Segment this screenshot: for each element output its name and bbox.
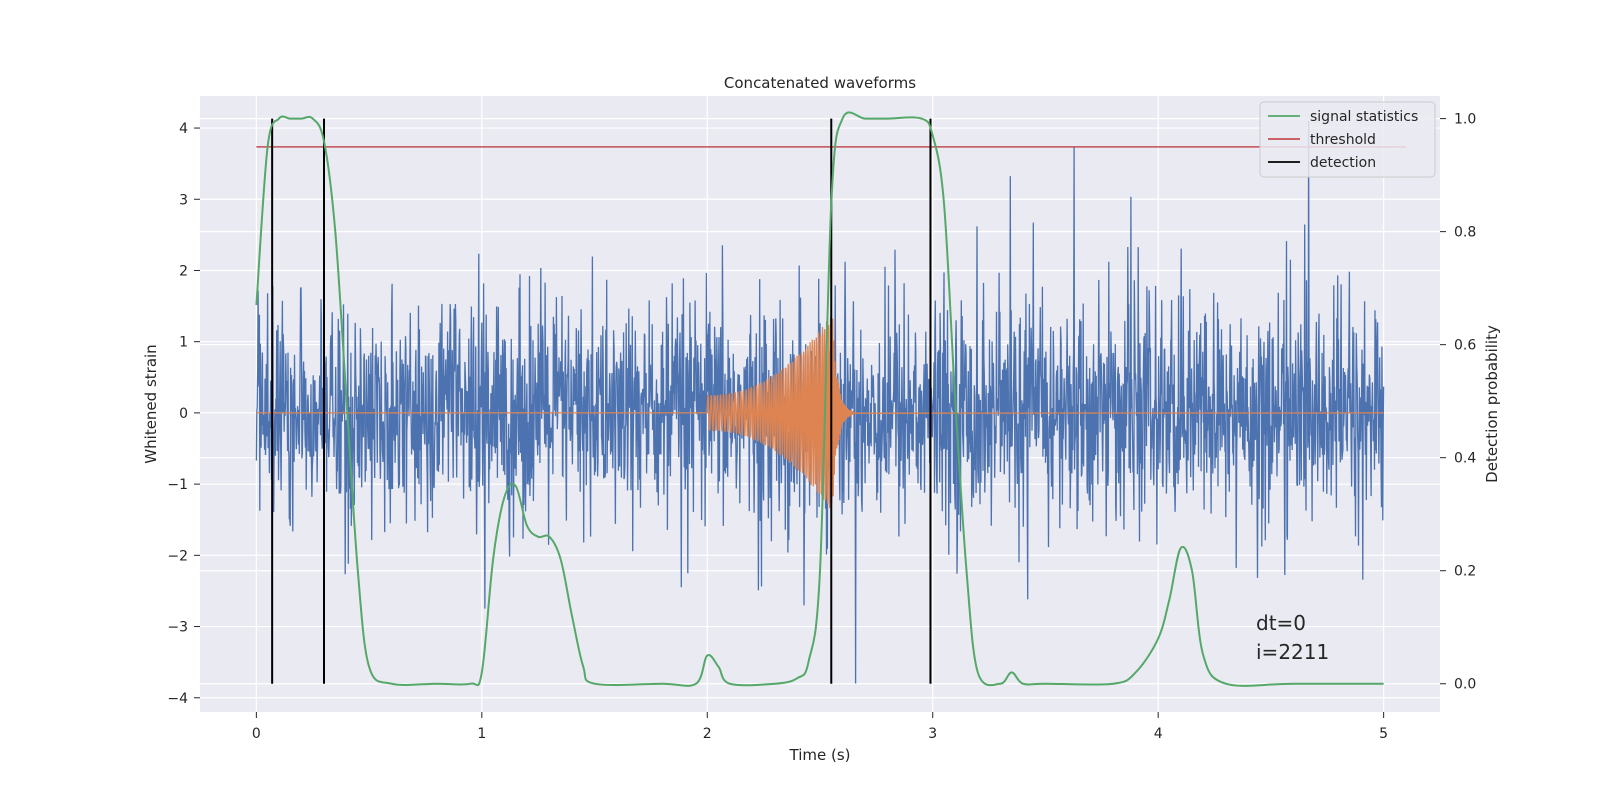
- y-tick-label-1: −3: [167, 620, 188, 636]
- y2-tick-label-4: 0.8: [1454, 225, 1476, 241]
- x-tick-label-1: 1: [477, 726, 486, 742]
- x-tick-label-4: 4: [1154, 726, 1163, 742]
- y-tick-label-6: 2: [179, 263, 188, 279]
- y-tick-label-0: −4: [167, 691, 188, 707]
- x-tick-label-5: 5: [1379, 726, 1388, 742]
- signal-series: [256, 317, 1384, 509]
- y-tick-label-7: 3: [179, 192, 188, 208]
- y-axis-label: Whitened strain: [142, 344, 160, 463]
- signal-statistics-line: [255, 111, 1384, 687]
- axes: 0 1 2 3 4 5 −4 −3 −2 −1 0 1 2 3 4 0.0 0.2 0.4 0.6 0.8 1.0: [167, 112, 1476, 742]
- x-tick-label-3: 3: [928, 726, 937, 742]
- detection-series: [271, 118, 932, 684]
- x-tick-label-0: 0: [252, 726, 261, 742]
- y2-tick-label-0: 0.0: [1454, 677, 1476, 693]
- noise-series: [255, 120, 1385, 684]
- legend-label-signal-statistics: signal statistics: [1310, 109, 1418, 125]
- y2-axis-label: Detection probability: [1483, 325, 1501, 483]
- y2-tick-label-1: 0.2: [1454, 564, 1476, 580]
- y-tick-label-8: 4: [179, 121, 188, 137]
- signal-trace: [256, 317, 1384, 509]
- y2-tick-label-2: 0.4: [1454, 451, 1476, 467]
- y2-tick-label-3: 0.6: [1454, 338, 1476, 354]
- x-axis-label: Time (s): [789, 746, 851, 764]
- y2-tick-label-5: 1.0: [1454, 112, 1476, 128]
- y-tick-label-4: 0: [179, 406, 188, 422]
- y-tick-label-2: −2: [167, 548, 188, 564]
- y-tick-label-3: −1: [167, 477, 188, 493]
- signal-statistics-series: [255, 111, 1384, 687]
- annotation-dt: dt=0: [1256, 611, 1306, 635]
- legend-box: [1259, 101, 1436, 178]
- legend-label-threshold: threshold: [1310, 132, 1376, 148]
- legend: signal statistics threshold detection: [1259, 101, 1436, 178]
- legend-label-detection: detection: [1310, 155, 1376, 171]
- x-tick-label-2: 2: [703, 726, 712, 742]
- noise-trace: [255, 120, 1385, 684]
- chart-title: Concatenated waveforms: [724, 74, 916, 92]
- annotation-index: i=2211: [1256, 640, 1329, 664]
- y-tick-label-5: 1: [179, 335, 188, 351]
